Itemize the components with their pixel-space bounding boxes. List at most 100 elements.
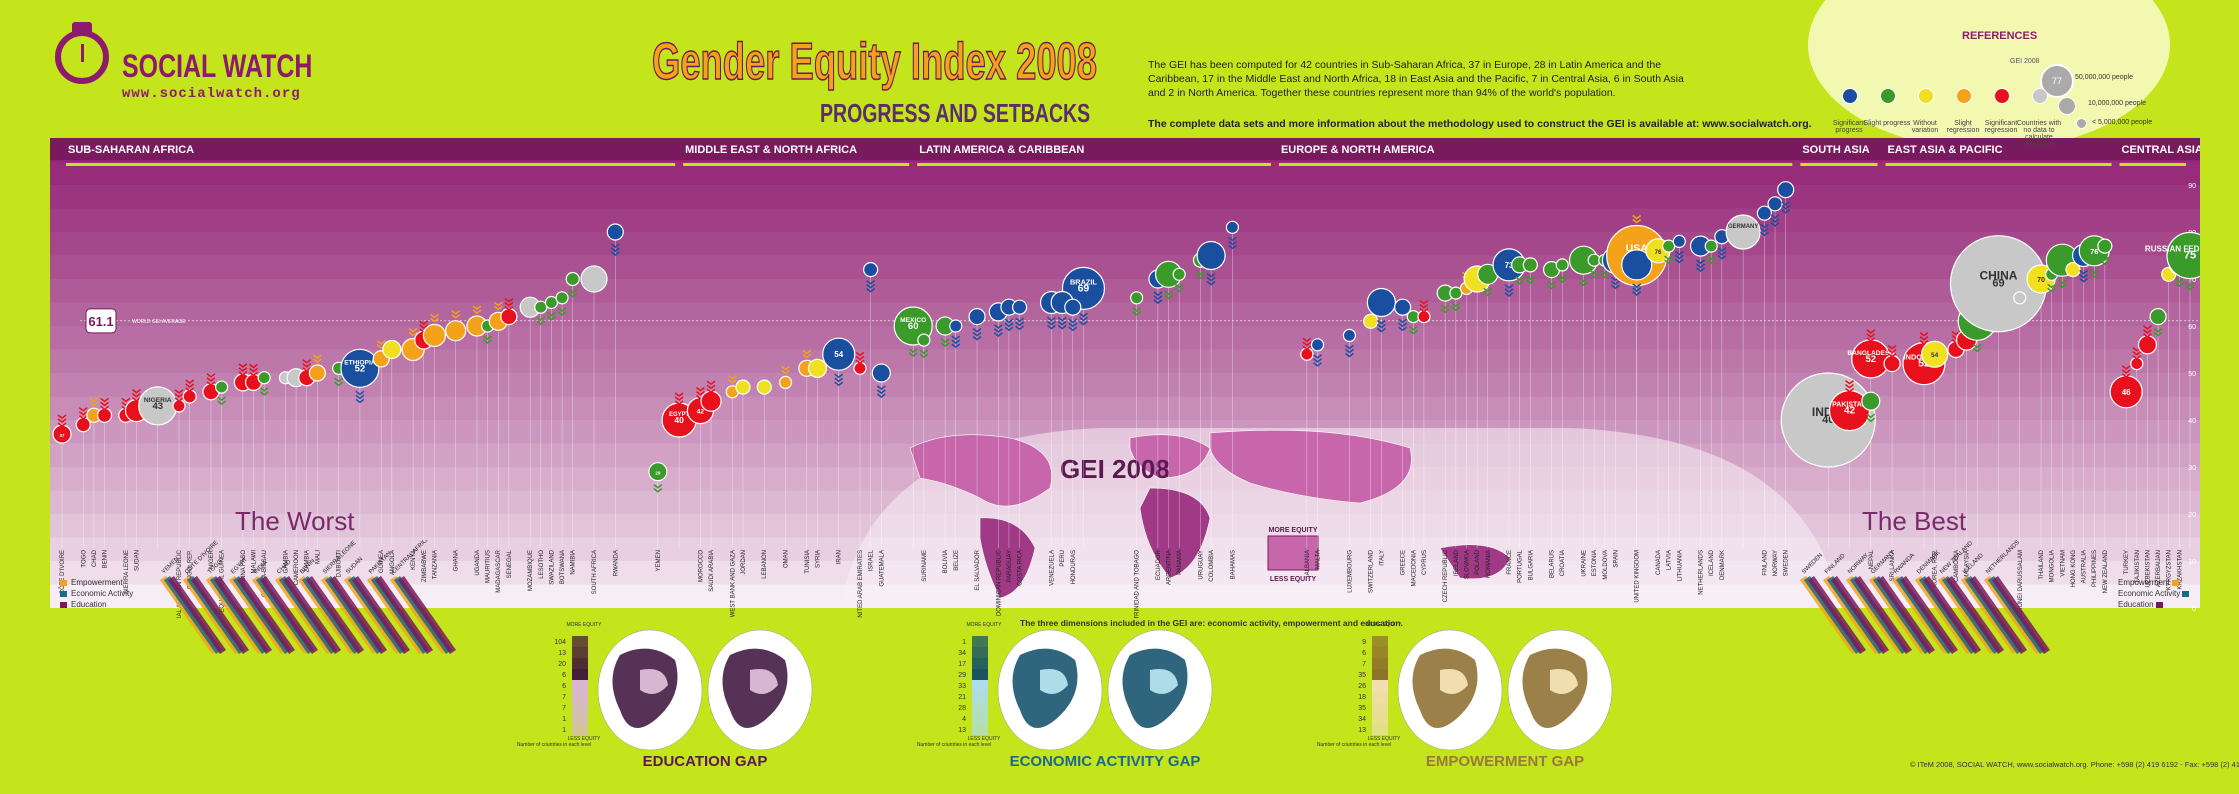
regression-arrow-icon bbox=[2142, 325, 2152, 330]
progress-arrow-icon bbox=[876, 385, 886, 390]
region-label: SOUTH ASIA bbox=[1802, 144, 1869, 156]
country-name: PORTUGAL bbox=[1518, 549, 1524, 583]
brand-url[interactable]: www.socialwatch.org bbox=[122, 86, 301, 102]
best-legend-empowerment: Empowerment bbox=[2118, 578, 2183, 587]
regression-arrow-icon bbox=[206, 381, 216, 386]
regression-arrow-icon bbox=[802, 349, 812, 355]
gap-more-label: MORE EQUITY bbox=[566, 622, 602, 628]
progress-arrow-icon bbox=[1674, 250, 1684, 256]
progress-arrow-icon bbox=[993, 332, 1003, 337]
gap-scale-swatch bbox=[572, 680, 588, 691]
more-info-text: The complete data sets and more informat… bbox=[1148, 118, 1812, 130]
progress-arrow-icon bbox=[1547, 281, 1557, 286]
regression-arrow-icon bbox=[408, 327, 418, 333]
country-name: JORDAN bbox=[741, 550, 747, 575]
regression-arrow-icon bbox=[1419, 304, 1429, 309]
regression-arrow-icon bbox=[206, 373, 216, 378]
country-name: BRUNEI DARUSSALAM bbox=[2018, 550, 2024, 616]
progress-arrow-icon bbox=[1632, 283, 1642, 288]
regression-arrow-icon bbox=[855, 355, 865, 361]
regression-arrow-icon bbox=[2121, 365, 2131, 370]
regression-arrow-icon bbox=[1887, 345, 1897, 350]
regression-arrow-icon bbox=[57, 418, 67, 424]
regression-arrow-icon bbox=[695, 387, 705, 392]
country-name: THAILAND bbox=[2039, 549, 2045, 579]
regression-arrow-icon bbox=[408, 331, 418, 337]
regression-arrow-icon bbox=[238, 363, 248, 368]
country-value: 40 bbox=[674, 415, 684, 425]
progress-arrow-icon bbox=[876, 393, 886, 398]
chart-band bbox=[50, 373, 2200, 397]
progress-arrow-icon bbox=[2047, 287, 2057, 293]
region-underline bbox=[66, 163, 676, 166]
regression-arrow-icon bbox=[174, 393, 184, 398]
y-tick-label-right: 40 bbox=[2188, 418, 2196, 425]
country-name-inside: EGYPT bbox=[669, 412, 689, 418]
progress-arrow-icon bbox=[1196, 274, 1205, 280]
country-name: ITALY bbox=[1379, 550, 1385, 566]
country-bubble bbox=[863, 262, 879, 278]
progress-arrow-icon bbox=[2089, 273, 2099, 278]
gap-scale-count: 7 bbox=[562, 694, 566, 701]
country-name: KAZAKHSTAN bbox=[2177, 550, 2183, 590]
country-name: TOGO bbox=[81, 550, 87, 568]
country-bubble bbox=[1777, 181, 1795, 199]
region-underline bbox=[917, 163, 1271, 166]
country-name: BULGARIA bbox=[1528, 550, 1534, 580]
progress-arrow-icon bbox=[866, 280, 876, 285]
chart-band bbox=[50, 396, 2200, 420]
country-bubble bbox=[1555, 258, 1569, 272]
gap-count-label: Number of countries in each level bbox=[1317, 742, 1391, 748]
country-value: 70 bbox=[2037, 277, 2045, 284]
country-bubble bbox=[1522, 257, 1538, 273]
country-name: ZIMBABWE bbox=[422, 550, 428, 582]
chart-band bbox=[50, 326, 2200, 350]
regression-arrow-icon bbox=[249, 367, 258, 373]
progress-arrow-icon bbox=[1015, 325, 1025, 331]
progress-arrow-icon bbox=[2057, 283, 2067, 289]
country-value: 69 bbox=[1078, 282, 1090, 294]
progress-arrow-icon bbox=[1068, 318, 1078, 324]
country-name: GHANA bbox=[454, 550, 460, 571]
country-name: MAURITIUS bbox=[486, 550, 492, 583]
country-name: MALTA bbox=[1316, 550, 1322, 569]
progress-arrow-icon bbox=[972, 328, 982, 333]
progress-arrow-icon bbox=[1770, 222, 1780, 227]
progress-arrow-icon bbox=[1770, 218, 1780, 223]
gap-scale-count: 29 bbox=[958, 672, 966, 679]
gap-scale-count: 13 bbox=[1358, 727, 1366, 734]
regression-arrow-icon bbox=[1845, 380, 1854, 385]
gap-scale-swatch bbox=[972, 647, 988, 658]
dimension-bar bbox=[1854, 576, 1912, 654]
progress-arrow-icon bbox=[1717, 247, 1727, 252]
progress-arrow-icon bbox=[1376, 319, 1386, 325]
progress-arrow-icon bbox=[2174, 282, 2184, 287]
gap-scale-count: 33 bbox=[958, 683, 966, 690]
progress-arrow-icon bbox=[1153, 299, 1163, 304]
gap-less-label: LESS EQUITY bbox=[568, 736, 601, 742]
panel-country-label: NETHERLANDS bbox=[1985, 540, 2021, 575]
chart-band bbox=[50, 255, 2200, 279]
world-average-value: 61.1 bbox=[88, 314, 113, 329]
worst-legend-education: Education bbox=[60, 600, 107, 609]
country-value: 75 bbox=[2184, 250, 2196, 262]
country-name: ISRAEL bbox=[869, 549, 875, 571]
country-name: RWANDA bbox=[613, 550, 619, 576]
progress-arrow-icon bbox=[2079, 269, 2089, 275]
gap-scale-swatch bbox=[572, 636, 588, 647]
progress-arrow-icon bbox=[1589, 269, 1599, 275]
progress-arrow-icon bbox=[1398, 322, 1408, 328]
regression-arrow-icon bbox=[451, 310, 461, 315]
country-bubble bbox=[1756, 205, 1773, 221]
country-value: 54 bbox=[1931, 352, 1939, 359]
gap-scale-count: 13 bbox=[958, 727, 966, 734]
progress-arrow-icon bbox=[546, 315, 556, 321]
panel-country-label: BENIN bbox=[299, 558, 316, 575]
gap-count-label: Number of countries in each level bbox=[917, 742, 991, 748]
references-title: REFERENCES bbox=[1962, 30, 2038, 42]
regression-arrow-icon bbox=[727, 379, 737, 384]
country-bubble bbox=[1366, 287, 1396, 318]
progress-arrow-icon bbox=[1696, 259, 1706, 265]
country-bubble bbox=[756, 379, 772, 395]
country-name: SAUDI ARABIA bbox=[709, 550, 715, 592]
